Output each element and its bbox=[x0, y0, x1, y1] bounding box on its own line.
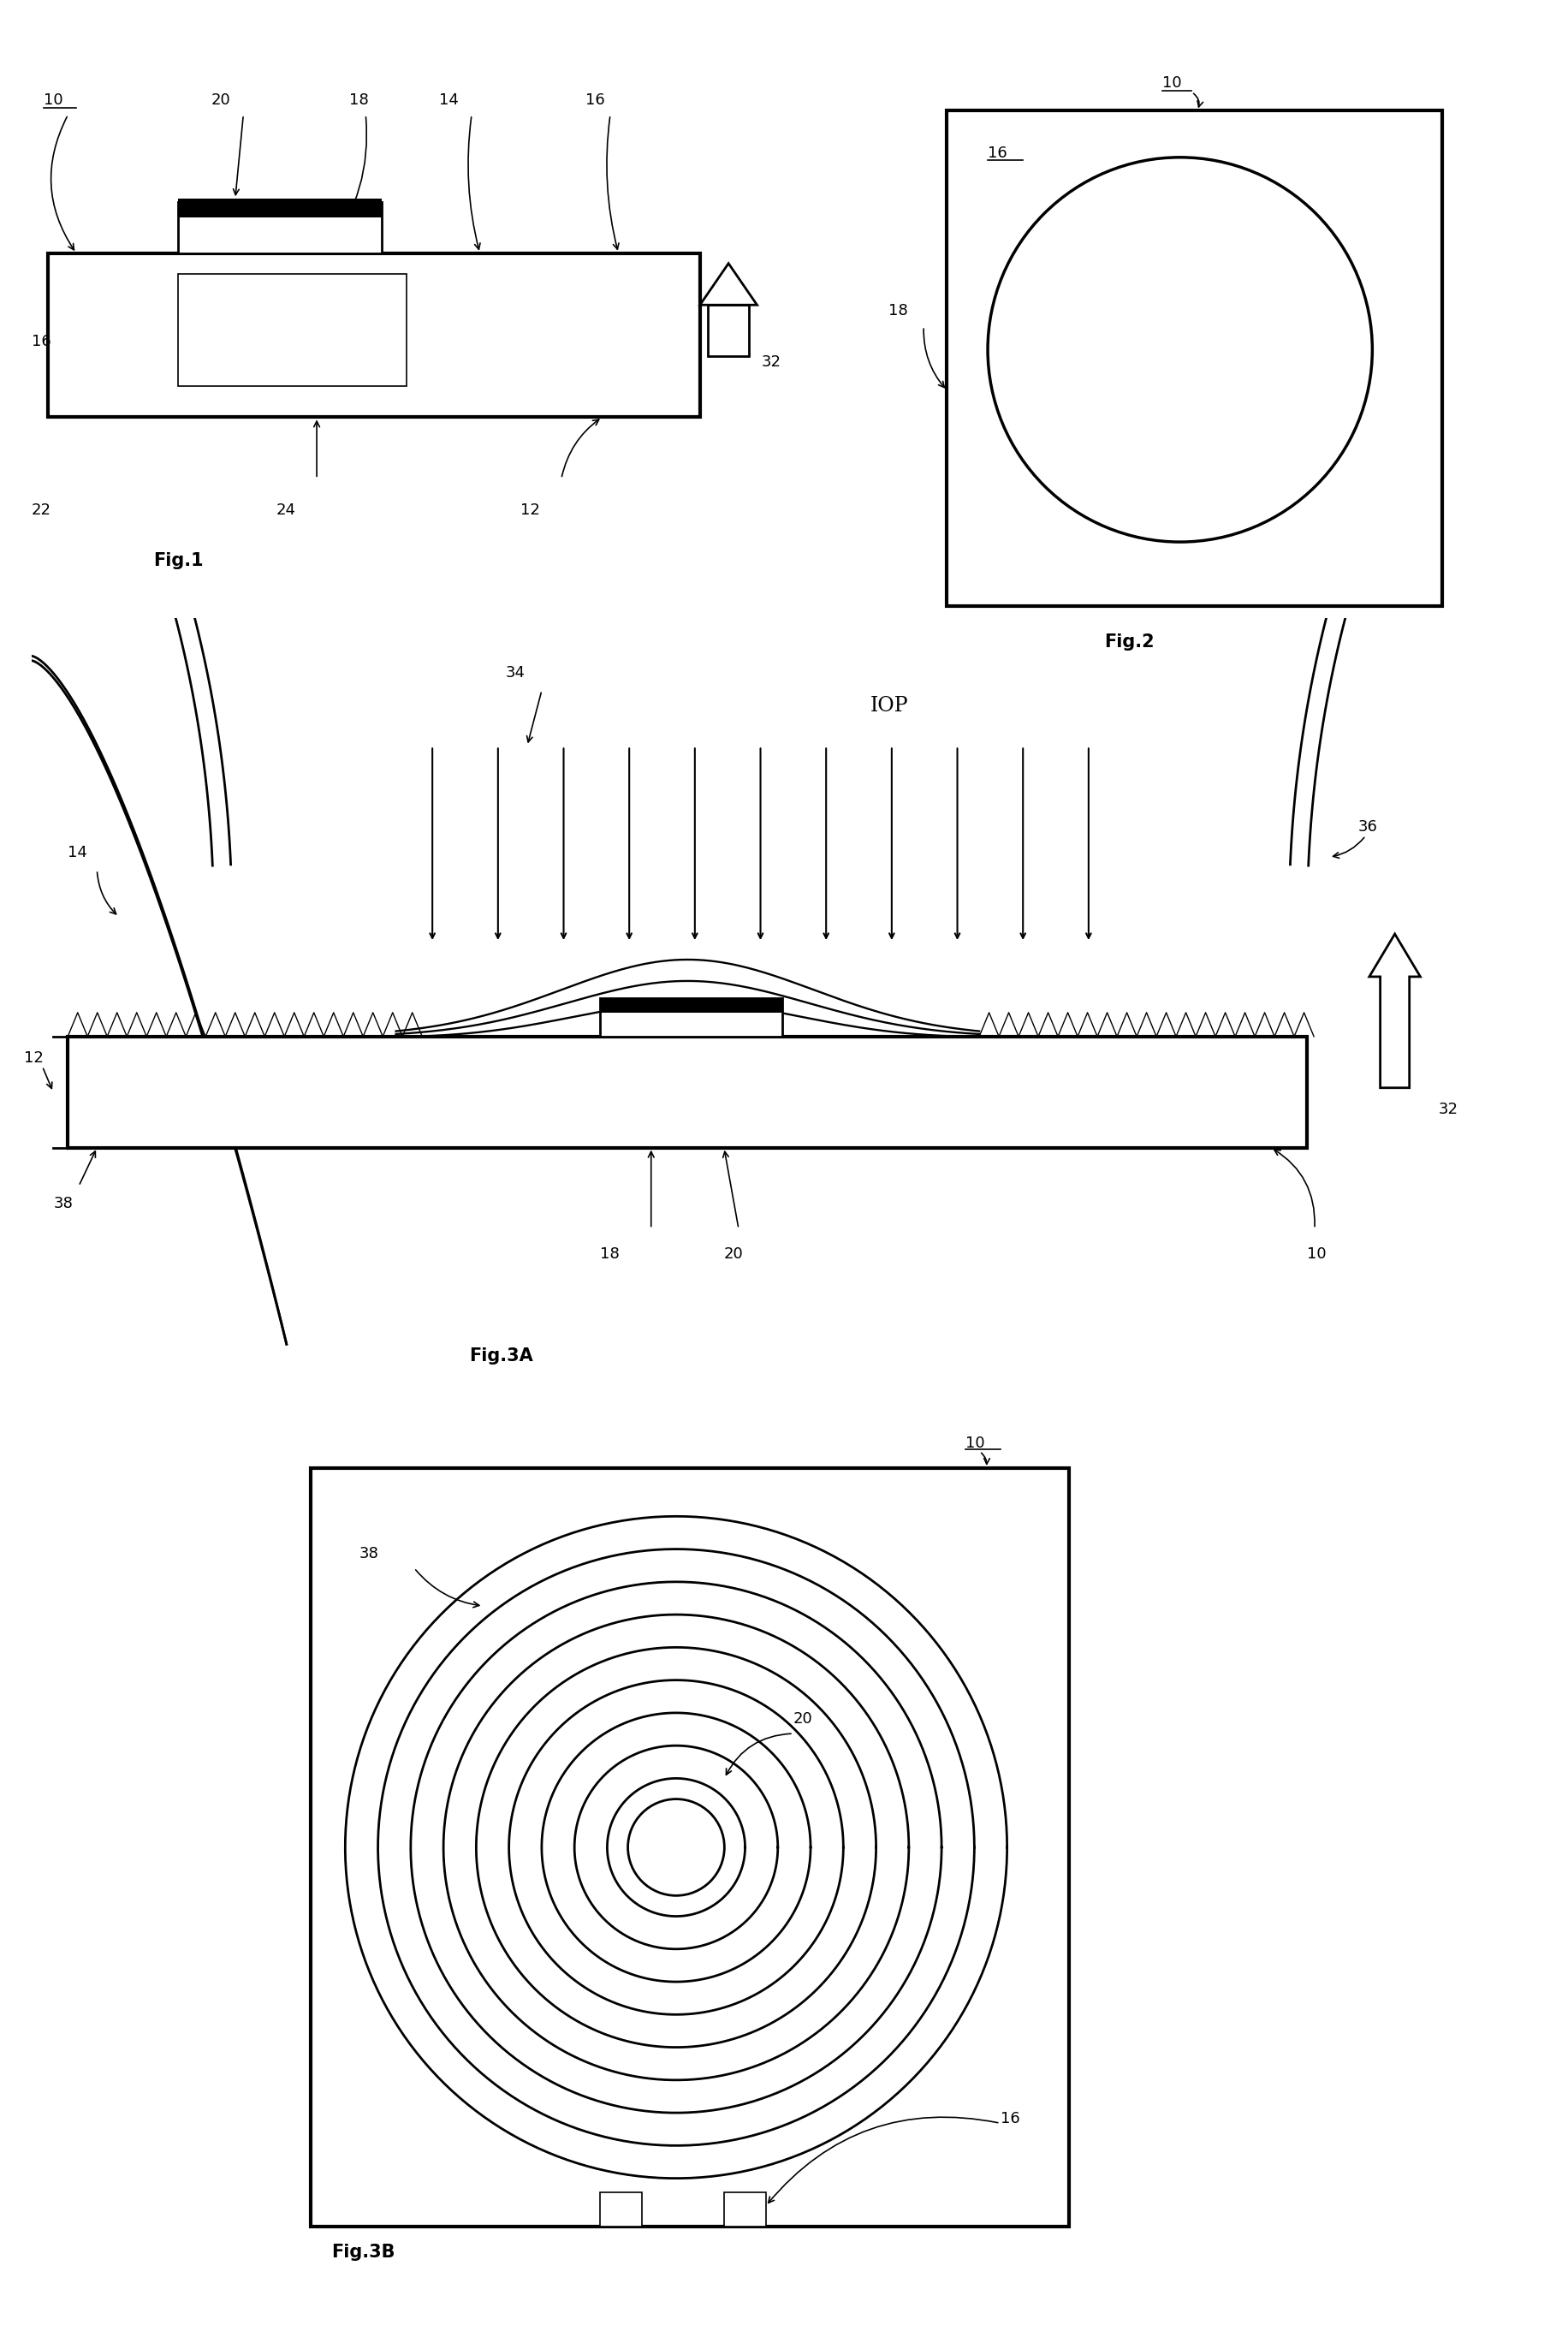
Text: Fig.2: Fig.2 bbox=[1104, 634, 1154, 650]
Text: 16: 16 bbox=[988, 145, 1007, 161]
Bar bbox=[47, 254, 699, 417]
Text: 14: 14 bbox=[439, 93, 458, 107]
Text: 10: 10 bbox=[966, 1436, 985, 1450]
Text: 18: 18 bbox=[601, 1247, 619, 1261]
Text: 24: 24 bbox=[276, 503, 296, 517]
Text: 38: 38 bbox=[359, 1545, 378, 1562]
Text: 16: 16 bbox=[586, 93, 605, 107]
Text: 22: 22 bbox=[31, 503, 52, 517]
Text: 16: 16 bbox=[31, 333, 50, 350]
Circle shape bbox=[988, 159, 1372, 543]
Text: 36: 36 bbox=[1358, 821, 1378, 834]
Bar bbox=[179, 198, 383, 217]
Text: 18: 18 bbox=[350, 93, 368, 107]
Text: Fig.3B: Fig.3B bbox=[331, 2245, 395, 2261]
Bar bbox=[601, 998, 782, 1012]
Bar bbox=[947, 110, 1443, 606]
Text: 20: 20 bbox=[724, 1247, 743, 1261]
Circle shape bbox=[627, 1800, 724, 1895]
Text: Fig.1: Fig.1 bbox=[154, 552, 204, 569]
Bar bbox=[601, 998, 782, 1037]
Text: IOP: IOP bbox=[870, 697, 908, 716]
Bar bbox=[179, 273, 406, 387]
Text: 34: 34 bbox=[505, 667, 525, 681]
Text: 20: 20 bbox=[793, 1711, 812, 1727]
FancyArrow shape bbox=[1369, 935, 1421, 1089]
Text: 16: 16 bbox=[1000, 2112, 1019, 2126]
Text: 10: 10 bbox=[1162, 75, 1182, 91]
Bar bbox=[179, 203, 383, 254]
Bar bbox=[67, 1037, 1308, 1147]
Text: 10: 10 bbox=[44, 93, 63, 107]
Polygon shape bbox=[699, 263, 757, 305]
Text: 10: 10 bbox=[1308, 1247, 1327, 1261]
Bar bbox=[724, 2191, 765, 2226]
Text: 32: 32 bbox=[1438, 1103, 1458, 1117]
Bar bbox=[709, 305, 750, 357]
Text: 32: 32 bbox=[760, 354, 781, 368]
Text: 20: 20 bbox=[210, 93, 230, 107]
Bar bbox=[601, 2191, 641, 2226]
Text: 14: 14 bbox=[67, 846, 88, 860]
Text: Fig.3A: Fig.3A bbox=[469, 1347, 533, 1364]
Text: 12: 12 bbox=[24, 1051, 44, 1065]
Text: 38: 38 bbox=[53, 1196, 72, 1210]
Text: 12: 12 bbox=[521, 503, 539, 517]
Text: 18: 18 bbox=[889, 303, 908, 317]
